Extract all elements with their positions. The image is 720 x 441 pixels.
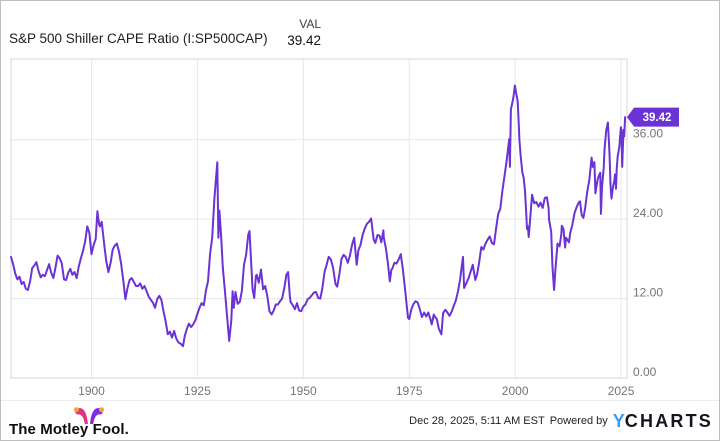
series-title: S&P 500 Shiller CAPE Ratio (I:SP500CAP) (9, 31, 268, 46)
hat-left-horn (75, 408, 88, 424)
y-tick-label: 12.00 (633, 286, 663, 300)
motley-fool-wordmark: The Motley Fool. (9, 421, 129, 438)
hat-right-ball (99, 407, 105, 413)
current-value-flag (627, 107, 679, 127)
hat-left-ball (73, 407, 79, 413)
current-value: 39.42 (287, 33, 321, 48)
x-tick-label: 1975 (396, 384, 423, 398)
cape-ratio-line-chart: 1900 1925 1950 1975 2000 2025 36.00 24.00 12.00 0… (10, 58, 679, 398)
jester-hat-icon (73, 407, 105, 424)
ycharts-wordmark: CHARTS (624, 411, 713, 431)
current-value-flag-label: 39.42 (643, 112, 672, 124)
ycharts-logo: YCHARTS (613, 412, 713, 430)
timestamp: Dec 28, 2025, 5:11 AM EST (409, 415, 545, 427)
ycharts-y-mark: Y (612, 411, 625, 431)
value-column-header: VAL (299, 17, 321, 31)
y-tick-label: 0.00 (633, 365, 657, 379)
y-tick-label: 36.00 (633, 127, 663, 141)
footer-attribution: Dec 28, 2025, 5:11 AM EST Powered by YCH… (409, 401, 713, 440)
motley-fool-logo: The Motley Fool. (9, 404, 129, 440)
y-tick-label: 24.00 (633, 206, 663, 220)
plot-border (10, 58, 628, 379)
footer: The Motley Fool. Dec 28, 2025, 5:11 AM E… (1, 400, 719, 440)
cape-line-series (10, 84, 627, 348)
value-column: VAL 39.42 (201, 1, 321, 48)
x-tick-label: 2000 (502, 384, 529, 398)
x-tick-label: 1950 (290, 384, 317, 398)
x-tick-label: 1900 (78, 384, 105, 398)
hat-right-horn (90, 408, 103, 424)
x-tick-label: 1925 (184, 384, 211, 398)
powered-by-label: Powered by (549, 415, 608, 427)
x-tick-label: 2025 (608, 384, 635, 398)
